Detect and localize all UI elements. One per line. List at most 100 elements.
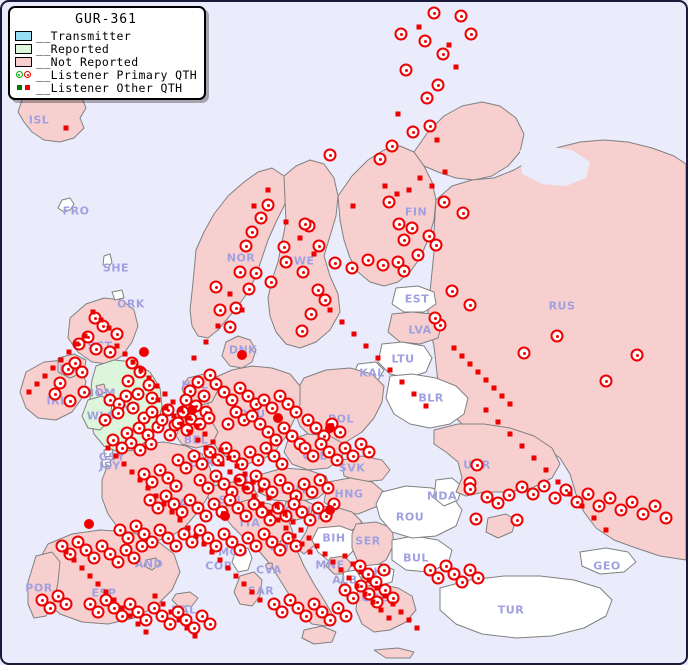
listener-other-qth-marker (26, 389, 32, 395)
listener-other-qth-marker (121, 461, 127, 467)
listener-primary-qth-marker (385, 139, 399, 153)
listener-other-qth-marker (283, 219, 289, 225)
listener-other-qth-marker (249, 589, 255, 595)
listener-primary-qth-marker (405, 221, 419, 235)
listener-primary-qth-marker (254, 211, 268, 225)
country-ita-sicily (301, 625, 337, 645)
listener-primary-qth-marker (636, 507, 650, 521)
country-label-sar: SAR (247, 584, 275, 598)
listener-other-qth-marker (63, 549, 69, 555)
sea-white-inlet (520, 146, 590, 186)
listener-primary-qth-marker (261, 198, 275, 212)
listener-primary-qth-marker (648, 499, 662, 513)
listener-other-qth-marker (227, 469, 233, 475)
country-rus-kola (413, 101, 525, 181)
listener-primary-qth-marker (265, 401, 279, 415)
listener-other-qth-marker (483, 407, 489, 413)
listener-other-qth-marker (555, 479, 561, 485)
listener-primary-qth-marker (323, 148, 337, 162)
listener-other-qth-marker (483, 377, 489, 383)
listener-other-qth-marker (567, 491, 573, 497)
listener-primary-qth-marker (139, 613, 153, 627)
listener-other-qth-marker (154, 383, 160, 389)
listener-other-qth-marker (79, 565, 85, 571)
legend-listener-other-qth: __Listener Other QTH (15, 81, 197, 95)
listener-other-qth-marker (160, 601, 166, 607)
country-ukr-crimea (485, 513, 517, 539)
listener-primary-qth-marker (245, 225, 259, 239)
listener-other-qth-marker (339, 319, 345, 325)
listener-primary-qth-marker (548, 491, 562, 505)
listener-other-qth-marker (579, 503, 585, 509)
listener-primary-qth-marker (321, 481, 335, 495)
listener-primary-qth-marker (361, 253, 375, 267)
listener-primary-qth-marker (251, 453, 265, 467)
listener-other-qth-marker (87, 573, 93, 579)
country-label-ser: SER (355, 534, 381, 548)
listener-primary-qth-marker (328, 256, 342, 270)
listener-primary-qth-marker (75, 365, 89, 379)
listener-primary-qth-marker (304, 307, 318, 321)
listener-primary-qth-marker (127, 551, 141, 565)
country-label-pol: POL (328, 412, 354, 426)
listener-primary-qth-marker (346, 591, 360, 605)
country-she (102, 253, 113, 269)
legend-listener-primary-qth: __Listener Primary QTH (15, 68, 197, 82)
legend-reported-swatch (15, 43, 32, 54)
listener-other-qth-marker (179, 421, 185, 427)
listener-other-qth-marker (442, 169, 448, 175)
listener-other-qth-marker (122, 351, 128, 357)
listener-other-qth-marker (346, 575, 352, 581)
listener-other-qth-marker (322, 551, 328, 557)
country-label-lva: LVA (408, 323, 432, 337)
legend-reported: __Reported (15, 42, 197, 56)
listener-other-qth-marker (127, 613, 133, 619)
listener-primary-qth-marker (289, 405, 303, 419)
country-label-ita: ITA (239, 516, 261, 530)
listener-other-qth-marker (137, 477, 143, 483)
listener-primary-qth-marker (592, 499, 606, 513)
listener-other-qth-marker (50, 365, 56, 371)
listener-other-qth-marker (258, 487, 264, 493)
listener-other-qth-marker (283, 525, 289, 531)
transmitter-marker (187, 405, 197, 415)
listener-primary-qth-marker (526, 487, 540, 501)
listener-primary-qth-marker (59, 597, 73, 611)
transmitter-marker (220, 511, 230, 521)
listener-primary-qth-marker (502, 488, 516, 502)
country-label-por: POR (25, 581, 53, 595)
listener-other-qth-marker (311, 251, 317, 257)
listener-primary-qth-marker (431, 78, 445, 92)
listener-primary-qth-marker (382, 195, 396, 209)
listener-primary-qth-marker (145, 475, 159, 489)
listener-other-qth-marker (227, 291, 233, 297)
listener-other-qth-marker (406, 617, 412, 623)
listener-primary-qth-marker (599, 374, 613, 388)
listener-primary-qth-marker (428, 311, 442, 325)
country-geo (579, 547, 637, 575)
listener-other-qth-marker (203, 445, 209, 451)
country-label-gsy: GSY (98, 450, 126, 464)
listener-other-qth-marker (519, 443, 525, 449)
listener-primary-qth-marker (333, 425, 347, 439)
country-est (391, 285, 437, 313)
listener-other-qth-marker (119, 605, 125, 611)
listener-other-qth-marker (211, 453, 217, 459)
listener-primary-qth-marker (303, 513, 317, 527)
listener-other-qth-marker (218, 447, 224, 453)
listener-primary-qth-marker (185, 535, 199, 549)
listener-primary-qth-marker (295, 324, 309, 338)
country-label-nor: NOR (226, 251, 256, 265)
country-jsy (101, 458, 112, 468)
legend-symbol-red (25, 85, 31, 90)
listener-other-qth-marker (192, 633, 198, 639)
country-label-bih: BIH (322, 531, 346, 545)
listener-primary-qth-marker (233, 543, 247, 557)
listener-primary-qth-marker (491, 496, 505, 510)
listener-primary-qth-marker (87, 551, 101, 565)
listener-primary-qth-marker (77, 385, 91, 399)
listener-other-qth-marker (209, 549, 215, 555)
transmitter-marker (273, 413, 283, 423)
listener-other-qth-marker (34, 381, 40, 387)
